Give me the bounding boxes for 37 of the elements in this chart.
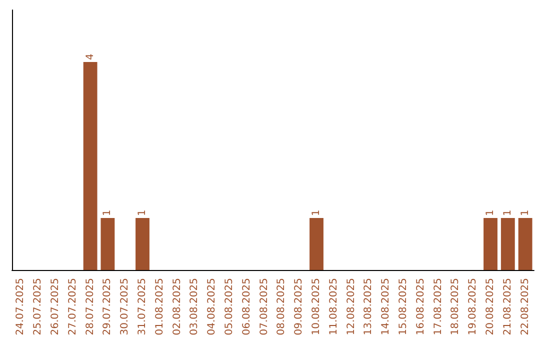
- x-tick-label: 31.07.2025: [137, 278, 148, 336]
- x-tick-label: 04.08.2025: [206, 278, 218, 336]
- x-tick-label: 10.08.2025: [311, 278, 322, 336]
- x-tick-label: 15.08.2025: [398, 278, 409, 336]
- x-tick-label: 01.08.2025: [154, 278, 166, 336]
- x-tick-label: 12.08.2025: [346, 278, 357, 336]
- x-tick-label: 30.07.2025: [120, 278, 131, 336]
- data-label: 1: [502, 210, 514, 216]
- x-tick-label: 18.08.2025: [450, 278, 462, 336]
- x-tick-label: 26.07.2025: [50, 278, 61, 336]
- data-label: 1: [485, 210, 496, 216]
- x-tick-label: 17.08.2025: [432, 278, 444, 336]
- x-tick-label: 20.08.2025: [485, 278, 496, 336]
- x-tick-label: 28.07.2025: [84, 278, 96, 336]
- x-tick-label: 06.08.2025: [241, 278, 252, 336]
- x-tick-label: 24.07.2025: [15, 278, 26, 336]
- x-tick-label: 03.08.2025: [189, 278, 200, 336]
- x-tick-label: 14.08.2025: [380, 278, 392, 336]
- x-tick-label: 07.08.2025: [258, 278, 270, 336]
- x-tick-label: 19.08.2025: [468, 278, 479, 336]
- x-tick-label: 25.07.2025: [32, 278, 44, 336]
- x-tick-label: 22.08.2025: [520, 278, 531, 336]
- x-tick-label: 08.08.2025: [276, 278, 288, 336]
- data-label: 4: [84, 54, 96, 60]
- x-tick-label: 21.08.2025: [502, 278, 514, 336]
- data-label: 1: [311, 210, 322, 216]
- x-tick-label: 16.08.2025: [415, 278, 426, 336]
- data-label: 1: [137, 210, 148, 216]
- x-tick-label: 11.08.2025: [328, 278, 340, 336]
- x-tick-label: 13.08.2025: [363, 278, 374, 336]
- x-tick-label: 09.08.2025: [294, 278, 305, 336]
- data-label: 1: [520, 210, 531, 216]
- x-tick-label: 05.08.2025: [224, 278, 235, 336]
- data-label: 1: [102, 210, 114, 216]
- x-tick-label: 29.07.2025: [102, 278, 114, 336]
- x-tick-label: 02.08.2025: [172, 278, 183, 336]
- x-tick-label: 27.07.2025: [67, 278, 78, 336]
